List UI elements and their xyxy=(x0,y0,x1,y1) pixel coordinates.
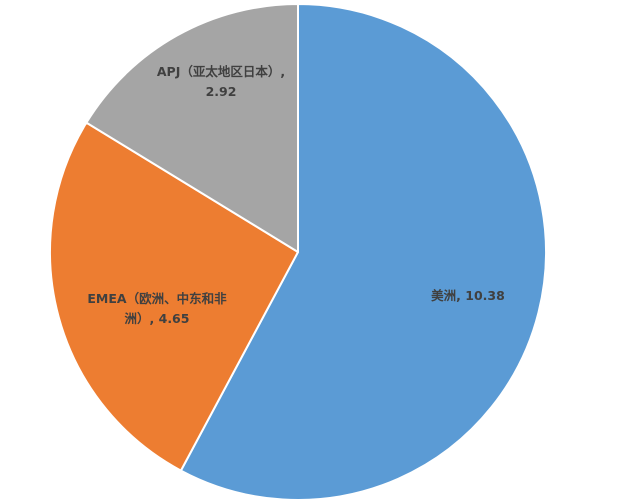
pie-data-labels: 美洲, 10.38 EMEA（欧洲、中东和非洲）, 4.65 APJ（亚太地区日本）… xyxy=(87,64,504,326)
pie-data-label-2: APJ（亚太地区日本）, 2.92 xyxy=(157,64,285,99)
pie-data-label-1-line-0: EMEA（欧洲、中东和非 xyxy=(87,291,227,306)
pie-data-label-0-line-0: 美洲, 10.38 xyxy=(431,288,505,303)
pie-slice-0 xyxy=(179,3,547,501)
pie-data-label-2-line-1: 2.92 xyxy=(206,84,237,99)
pie-slice-1 xyxy=(49,121,299,472)
pie-data-label-2-line-0: APJ（亚太地区日本）, xyxy=(157,64,285,79)
pie-slices xyxy=(49,3,547,501)
pie-slice-2 xyxy=(85,3,299,253)
pie-data-label-1: EMEA（欧洲、中东和非洲）, 4.65 xyxy=(87,291,227,326)
pie-data-label-1-line-1: 洲）, 4.65 xyxy=(125,311,190,326)
pie-data-label-0: 美洲, 10.38 xyxy=(431,288,505,303)
